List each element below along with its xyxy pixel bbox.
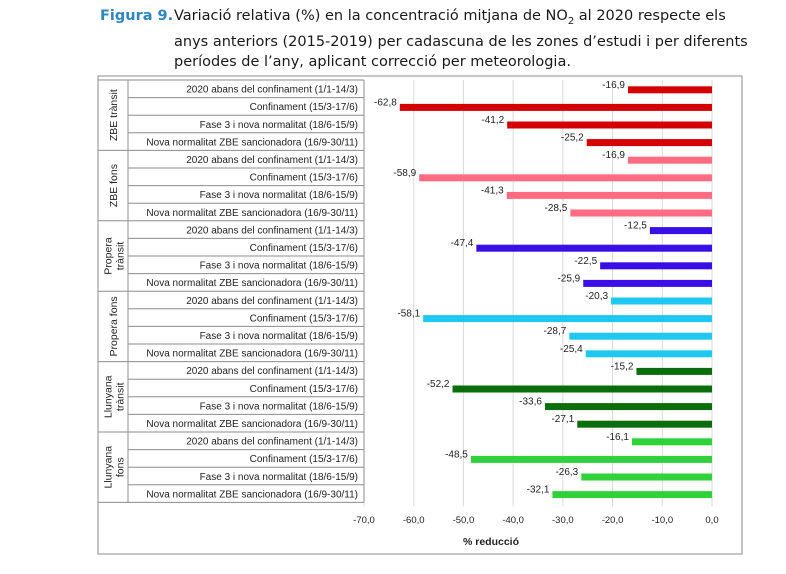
bar: [506, 191, 712, 199]
data-label: -25,9: [557, 273, 580, 284]
period-label: Fase 3 i nova normalitat (18/6-15/9): [200, 401, 358, 412]
period-label: 2020 abans del confinament (1/1-14/3): [186, 155, 358, 166]
group-label: ZBE trànsit: [108, 89, 120, 141]
figure-title-post: al 2020 respecte els anys anteriors (201…: [174, 8, 748, 70]
x-axis-label: % reducció: [463, 536, 519, 548]
figure-title: Variació relativa (%) en la concentració…: [174, 6, 764, 72]
data-label: -25,4: [560, 344, 583, 355]
x-tick-label: -50,0: [453, 515, 475, 526]
period-label: Nova normalitat ZBE sancionadora (16/9-3…: [146, 489, 358, 500]
data-label: -52,2: [427, 379, 450, 390]
period-label: Fase 3 i nova normalitat (18/6-15/9): [200, 472, 358, 483]
bar: [423, 315, 712, 323]
data-label: -15,2: [611, 361, 634, 372]
bar: [585, 350, 712, 358]
data-label: -32,1: [527, 485, 550, 496]
x-tick-label: -40,0: [502, 515, 524, 526]
bar: [569, 332, 712, 340]
period-label: Confinament (15/3-17/6): [250, 384, 358, 395]
period-label: Fase 3 i nova normalitat (18/6-15/9): [200, 120, 358, 131]
period-label: 2020 abans del confinament (1/1-14/3): [186, 366, 358, 377]
x-tick-label: -20,0: [602, 515, 624, 526]
x-tick-label: -70,0: [353, 515, 375, 526]
period-label: Confinament (15/3-17/6): [250, 243, 358, 254]
data-label: -20,3: [585, 291, 608, 302]
group-label: ZBE fons: [108, 164, 120, 207]
data-label: -47,4: [451, 238, 474, 249]
x-tick-label: 0,0: [705, 515, 718, 526]
period-label: Nova normalitat ZBE sancionadora (16/9-3…: [146, 349, 358, 360]
data-label: -28,5: [545, 203, 568, 214]
data-label: -27,1: [551, 414, 574, 425]
bar: [399, 103, 712, 111]
data-label: -62,8: [374, 97, 397, 108]
period-label: Confinament (15/3-17/6): [250, 454, 358, 465]
data-label: -58,9: [393, 168, 416, 179]
data-label: -16,9: [602, 80, 625, 91]
bar: [586, 139, 712, 147]
data-label: -41,3: [481, 185, 504, 196]
group-label-line: trànsit: [115, 242, 127, 271]
bar: [577, 420, 712, 428]
bar: [452, 385, 712, 393]
group-label-line: trànsit: [115, 382, 127, 411]
period-label: Fase 3 i nova normalitat (18/6-15/9): [200, 190, 358, 201]
period-label: 2020 abans del confinament (1/1-14/3): [186, 225, 358, 236]
period-label: Nova normalitat ZBE sancionadora (16/9-3…: [146, 278, 358, 289]
x-tick-label: -60,0: [403, 515, 425, 526]
group-label: Llunyanatrànsit: [103, 375, 127, 418]
group-label: Llunyanafons: [103, 446, 127, 489]
bar: [476, 244, 712, 252]
data-label: -16,1: [606, 432, 629, 443]
bar: [507, 121, 712, 129]
data-label: -26,3: [555, 467, 578, 478]
bar: [627, 156, 712, 164]
bar: [636, 367, 712, 375]
group-label-line: Llunyana: [103, 375, 115, 418]
period-label: Confinament (15/3-17/6): [250, 102, 358, 113]
data-label: -58,1: [397, 309, 420, 320]
period-label: Confinament (15/3-17/6): [250, 173, 358, 184]
bar: [627, 86, 712, 94]
bar: [552, 491, 712, 499]
period-label: Nova normalitat ZBE sancionadora (16/9-3…: [146, 419, 358, 430]
group-label-line: fons: [115, 457, 127, 477]
data-label: -12,5: [624, 221, 647, 232]
group-label-line: Propera: [103, 237, 115, 275]
bar: [570, 209, 712, 217]
bar: [649, 227, 712, 235]
x-tick-label: -10,0: [651, 515, 673, 526]
data-label: -41,2: [481, 115, 504, 126]
group-label: Properatrànsit: [103, 237, 127, 275]
figure-title-pre: Variació relativa (%) en la concentració…: [174, 8, 568, 24]
bar: [581, 473, 712, 481]
data-label: -22,5: [574, 256, 597, 267]
figure-title-sub: 2: [567, 15, 575, 27]
period-label: Nova normalitat ZBE sancionadora (16/9-3…: [146, 208, 358, 219]
bar: [419, 174, 712, 182]
bar: [631, 438, 712, 446]
group-label-line: Llunyana: [103, 446, 115, 489]
bar: [583, 279, 712, 287]
period-label: Nova normalitat ZBE sancionadora (16/9-3…: [146, 137, 358, 148]
period-label: 2020 abans del confinament (1/1-14/3): [186, 437, 358, 448]
data-label: -33,6: [519, 397, 542, 408]
x-tick-label: -30,0: [552, 515, 574, 526]
data-label: -48,5: [445, 449, 468, 460]
period-label: 2020 abans del confinament (1/1-14/3): [186, 85, 358, 96]
period-label: Confinament (15/3-17/6): [250, 313, 358, 324]
period-label: Fase 3 i nova normalitat (18/6-15/9): [200, 331, 358, 342]
data-label: -16,9: [602, 150, 625, 161]
period-label: 2020 abans del confinament (1/1-14/3): [186, 296, 358, 307]
bar: [470, 455, 712, 463]
bar: [544, 403, 712, 411]
period-label: Fase 3 i nova normalitat (18/6-15/9): [200, 261, 358, 272]
bar: [600, 262, 712, 270]
bar: [611, 297, 712, 305]
data-label: -25,2: [561, 133, 584, 144]
figure-label: Figura 9.: [100, 8, 174, 24]
group-label: Propera fons: [108, 296, 120, 356]
data-label: -28,7: [544, 326, 567, 337]
